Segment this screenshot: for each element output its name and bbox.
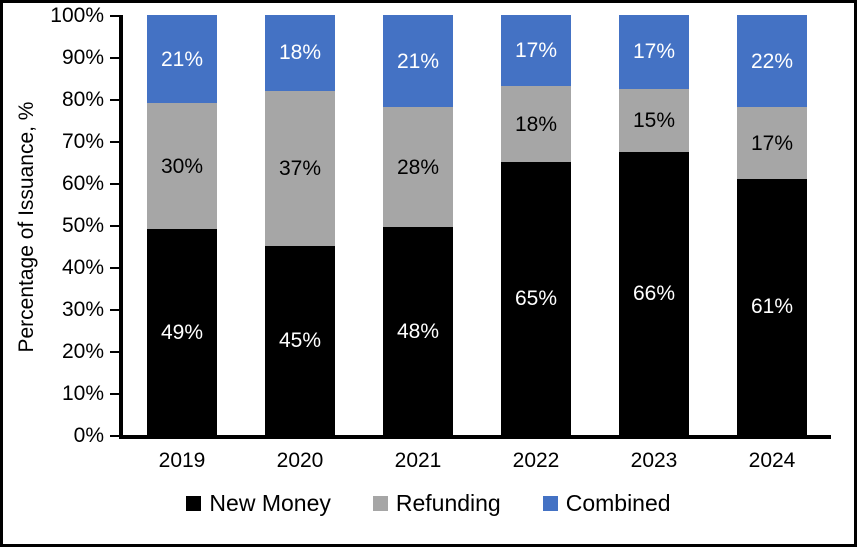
data-label: 65% (514, 286, 558, 310)
y-tick-mark (110, 15, 119, 17)
y-axis-line (119, 15, 123, 439)
legend-item-combined: Combined (542, 490, 671, 517)
x-tick-label-2021: 2021 (394, 449, 442, 472)
legend: New Money Refunding Combined (0, 490, 857, 517)
x-tick-label-2019: 2019 (158, 449, 206, 472)
legend-label: Refunding (395, 490, 501, 516)
segment-combined: 17% (619, 15, 689, 89)
data-label: 22% (750, 49, 794, 73)
y-tick-mark (110, 99, 119, 101)
x-tick-label-2020: 2020 (276, 449, 324, 472)
x-axis-line (119, 435, 831, 439)
data-label: 28% (396, 155, 440, 179)
data-label: 21% (396, 49, 440, 73)
x-tick-label-2024: 2024 (748, 449, 796, 472)
data-label: 45% (278, 328, 322, 352)
x-tick-label-2023: 2023 (630, 449, 678, 472)
legend-swatch-icon (186, 496, 202, 511)
y-tick-label: 50% (61, 214, 104, 237)
bar-2023: 17% 15% 66% (619, 15, 689, 435)
legend-item-new-money: New Money (186, 490, 331, 517)
data-label: 61% (750, 295, 794, 319)
segment-combined: 22% (737, 15, 807, 108)
segment-new-money: 45% (265, 245, 335, 435)
data-label: 18% (514, 112, 558, 136)
y-tick-mark (110, 183, 119, 185)
data-label: 15% (632, 108, 676, 132)
segment-new-money: 49% (147, 229, 217, 435)
data-label: 17% (514, 39, 558, 63)
y-tick-label: 90% (61, 46, 104, 69)
segment-combined: 18% (265, 15, 335, 91)
segment-combined: 21% (383, 15, 453, 108)
y-tick-label: 40% (61, 256, 104, 279)
x-tick-label-2022: 2022 (512, 449, 560, 472)
bar-2021: 21% 28% 48% (383, 15, 453, 435)
segment-refunding: 30% (147, 103, 217, 230)
y-tick-mark (110, 435, 119, 437)
y-tick-mark (110, 267, 119, 269)
legend-item-refunding: Refunding (372, 490, 501, 517)
legend-label: Combined (565, 490, 671, 516)
data-label: 48% (396, 319, 440, 343)
segment-refunding: 17% (737, 107, 807, 179)
data-label: 18% (278, 41, 322, 65)
y-tick-mark (110, 141, 119, 143)
segment-refunding: 28% (383, 107, 453, 228)
segment-combined: 17% (501, 15, 571, 87)
data-label: 49% (160, 320, 204, 344)
y-tick-label: 30% (61, 298, 104, 321)
data-label: 21% (160, 47, 204, 71)
data-label: 17% (632, 40, 676, 64)
data-label: 66% (632, 281, 676, 305)
segment-new-money: 65% (501, 161, 571, 435)
segment-new-money: 66% (619, 151, 689, 435)
y-tick-mark (110, 57, 119, 59)
segment-new-money: 48% (383, 227, 453, 435)
bar-2019: 21% 30% 49% (147, 15, 217, 435)
y-tick-label: 60% (61, 172, 104, 195)
segment-refunding: 18% (501, 86, 571, 162)
y-tick-label: 80% (61, 88, 104, 111)
segment-refunding: 37% (265, 90, 335, 246)
y-tick-label: 10% (61, 382, 104, 405)
legend-swatch-icon (372, 496, 388, 511)
legend-label: New Money (209, 490, 331, 516)
y-tick-mark (110, 393, 119, 395)
data-label: 30% (160, 154, 204, 178)
segment-combined: 21% (147, 15, 217, 104)
data-label: 17% (750, 131, 794, 155)
bar-2020: 18% 37% 45% (265, 15, 335, 435)
y-tick-mark (110, 351, 119, 353)
y-tick-label: 0% (73, 424, 104, 447)
y-tick-label: 70% (61, 130, 104, 153)
bar-2022: 17% 18% 65% (501, 15, 571, 435)
y-tick-mark (110, 309, 119, 311)
legend-swatch-icon (542, 496, 558, 511)
y-tick-label: 20% (61, 340, 104, 363)
y-tick-label: 100% (50, 4, 104, 27)
data-label: 37% (278, 156, 322, 180)
segment-new-money: 61% (737, 178, 807, 435)
segment-refunding: 15% (619, 88, 689, 152)
y-tick-mark (110, 225, 119, 227)
bar-2024: 22% 17% 61% (737, 15, 807, 435)
